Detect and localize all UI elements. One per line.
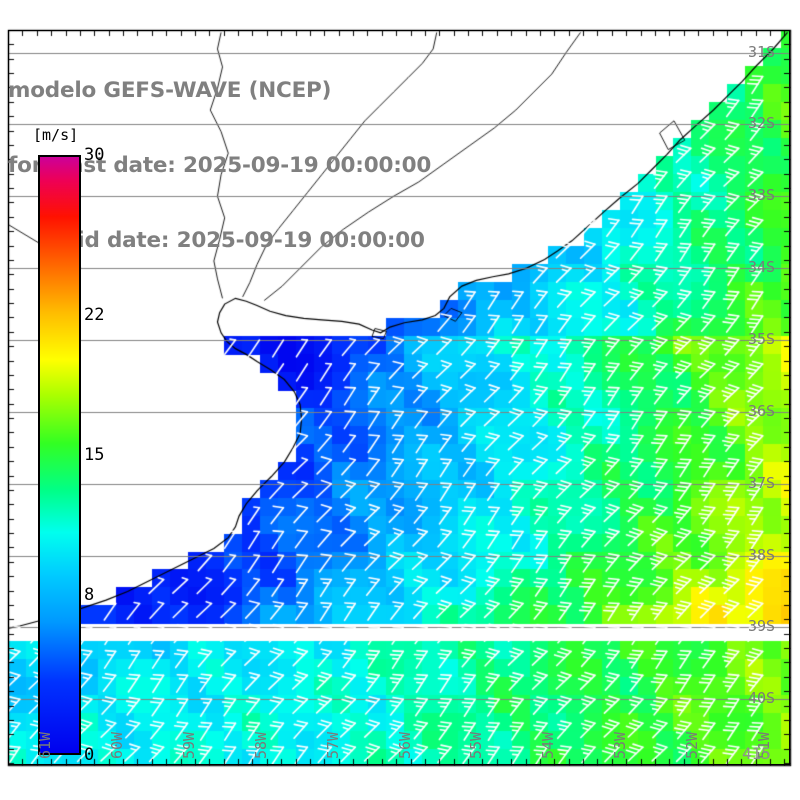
- lat-tick-39S: 39S: [748, 617, 776, 636]
- lat-tick-35S: 35S: [748, 330, 776, 348]
- colorbar-tick-8: 8: [84, 585, 95, 605]
- title-forecast-date: forecast date: 2025-09-19 00:00:00: [8, 153, 432, 178]
- colorbar-tick-15: 15: [84, 445, 105, 465]
- lon-tick-58W: 58W: [251, 731, 270, 759]
- lat-tick-33S: 33S: [748, 186, 776, 205]
- lat-tick-34S: 34S: [748, 258, 776, 277]
- colorbar-tick-22: 22: [84, 305, 105, 325]
- map-title-block: modelo GEFS-WAVE (NCEP) forecast date: 2…: [8, 28, 608, 303]
- lat-tick-36S: 36S: [748, 401, 776, 420]
- corner-index-label: 415: [742, 744, 771, 763]
- lon-tick-60W: 60W: [108, 731, 127, 759]
- lon-tick-52W: 52W: [683, 731, 702, 759]
- lat-tick-38S: 38S: [748, 545, 776, 564]
- title-model: modelo GEFS-WAVE (NCEP): [8, 78, 332, 103]
- lat-tick-32S: 32S: [748, 114, 776, 133]
- lon-tick-61W: 61W: [36, 731, 55, 759]
- lon-tick-59W: 59W: [179, 731, 198, 759]
- lon-tick-53W: 53W: [611, 731, 630, 759]
- colorbar-tick-30: 30: [84, 145, 105, 165]
- colorbar-tick-0: 0: [84, 745, 95, 765]
- colorbar-gradient: [40, 157, 79, 753]
- lat-tick-31S: 31S: [748, 42, 776, 61]
- colorbar[interactable]: [38, 155, 81, 755]
- lon-tick-57W: 57W: [323, 731, 342, 759]
- lon-tick-54W: 54W: [539, 731, 558, 759]
- lat-tick-37S: 37S: [748, 473, 776, 492]
- lon-tick-56W: 56W: [395, 731, 414, 759]
- lon-tick-55W: 55W: [467, 731, 486, 759]
- lat-tick-40S: 40S: [748, 689, 776, 708]
- title-valid-date: valid date: 2025-09-19 00:00:00: [42, 228, 425, 253]
- colorbar-unit-label: [m/s]: [33, 126, 79, 144]
